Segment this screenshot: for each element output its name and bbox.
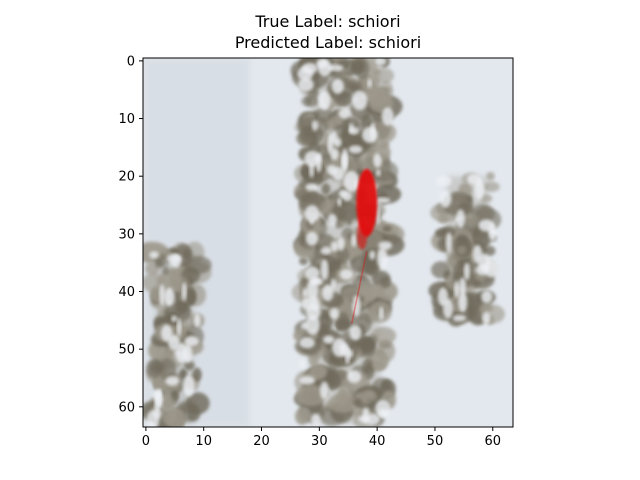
x-tick-label: 50 [427, 434, 444, 449]
x-tick-label: 60 [484, 434, 501, 449]
x-tick-label: 30 [311, 434, 328, 449]
attention-highlight [350, 168, 378, 324]
image-regions [143, 58, 505, 427]
y-tick-label: 20 [118, 170, 135, 185]
chart-title-line-1: True Label: schiori [254, 12, 400, 31]
y-tick-label: 60 [118, 400, 135, 415]
x-axis: 0 10 20 30 40 50 60 [142, 427, 501, 449]
rock-region [428, 171, 505, 327]
image-plot-area [143, 58, 513, 427]
y-tick-label: 50 [118, 343, 135, 358]
plot-frame [142, 57, 514, 428]
chart-title-line-2: Predicted Label: schiori [235, 33, 421, 52]
x-tick-label: 40 [369, 434, 386, 449]
x-tick-label: 0 [142, 434, 150, 449]
x-tick-label: 10 [195, 434, 212, 449]
y-tick-label: 10 [118, 112, 135, 127]
y-tick-label: 0 [127, 54, 135, 69]
y-tick-label: 30 [118, 227, 135, 242]
y-tick-label: 40 [118, 285, 135, 300]
y-axis: 0 10 20 30 40 50 60 [118, 54, 143, 415]
rock-region [143, 241, 212, 427]
x-tick-label: 20 [253, 434, 270, 449]
